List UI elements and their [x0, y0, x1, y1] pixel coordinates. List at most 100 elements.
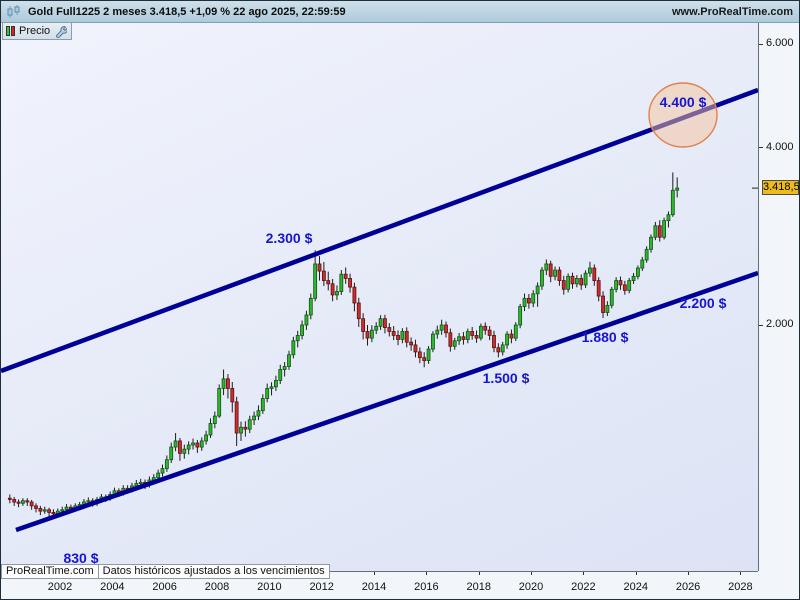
x-axis-label: 2026	[675, 581, 701, 593]
price-annotation[interactable]: 1.880 $	[582, 329, 629, 345]
candle	[374, 325, 379, 331]
x-axis-tick	[374, 572, 376, 575]
candle	[535, 285, 540, 295]
candle	[492, 335, 496, 349]
titlebar: Gold Full1225 2 meses 3.418,5 +1,09 % 22…	[1, 1, 799, 23]
candlestick-icon	[6, 4, 22, 19]
candle	[273, 379, 278, 388]
candle	[252, 415, 256, 421]
x-axis-label: 2010	[257, 581, 282, 593]
x-axis-label: 2006	[152, 581, 177, 593]
candle	[461, 336, 466, 340]
wrench-icon[interactable]	[54, 25, 68, 38]
price-chart[interactable]: 830 $ 1.500 $ 1.880 $ 2.200 $ 2.300 $ 4.400 $	[1, 23, 758, 571]
candle	[614, 280, 619, 290]
candle	[465, 331, 470, 340]
candle	[68, 506, 73, 509]
footer-adjustment-note: Datos históricos ajustados a los vencimi…	[98, 564, 330, 579]
x-axis-label: 2022	[571, 581, 596, 593]
candles	[7, 172, 680, 518]
candle	[326, 280, 331, 285]
candle	[657, 225, 662, 238]
y-axis-label: 4.000	[766, 140, 794, 153]
candle	[16, 501, 21, 504]
x-axis-tick	[740, 572, 742, 575]
channel-upper-line[interactable]	[1, 87, 758, 374]
candle	[365, 331, 370, 339]
candle	[417, 351, 422, 359]
candle	[256, 410, 261, 417]
candle	[457, 336, 461, 342]
x-axis-tick	[531, 572, 533, 575]
candle	[553, 269, 557, 277]
tab-precio[interactable]: Precio	[2, 23, 73, 40]
last-price-badge: 3.418,5	[762, 180, 800, 196]
candle	[439, 324, 444, 331]
candle	[640, 259, 645, 269]
y-axis-tick	[759, 324, 763, 326]
candle	[383, 318, 387, 328]
candle	[435, 329, 440, 335]
candle	[409, 341, 414, 346]
candle	[239, 426, 243, 434]
price-annotation[interactable]: 2.200 $	[680, 295, 727, 311]
candle	[496, 347, 501, 353]
price-annotation[interactable]: 1.500 $	[483, 370, 530, 386]
candle	[531, 293, 536, 304]
x-axis-label: 2016	[414, 581, 439, 593]
y-axis-tick	[759, 147, 763, 149]
candle	[396, 335, 400, 340]
candle	[444, 324, 448, 334]
candle	[186, 444, 191, 450]
candle	[479, 325, 483, 339]
candle	[452, 340, 457, 347]
y-axis-label: 6.000	[766, 37, 794, 50]
candle	[178, 440, 182, 454]
candle	[282, 366, 287, 370]
candle	[226, 378, 230, 389]
candle	[34, 505, 38, 509]
candle	[308, 297, 313, 316]
candle	[195, 442, 200, 448]
price-annotation[interactable]: 830 $	[63, 550, 98, 566]
x-axis-label: 2024	[623, 581, 648, 593]
data-source-notes: ProRealTime.com Datos históricos ajustad…	[1, 564, 330, 579]
candle	[574, 278, 579, 285]
candle	[343, 273, 348, 279]
candle	[601, 295, 605, 313]
y-axis[interactable]: 3.418,5 6.000 4.000 2.000	[758, 23, 800, 571]
candle	[221, 378, 226, 389]
candle	[356, 302, 361, 320]
price-annotation[interactable]: 2.300 $	[266, 230, 313, 246]
candle	[526, 297, 531, 304]
candle	[21, 500, 25, 504]
candle	[278, 369, 283, 381]
candle	[653, 225, 658, 238]
candle	[335, 291, 339, 296]
candle	[348, 278, 352, 288]
candle	[42, 509, 47, 512]
price-annotation[interactable]: 4.400 $	[660, 94, 707, 110]
candle	[518, 306, 523, 326]
candle	[644, 248, 649, 261]
candle	[487, 329, 492, 336]
candle	[243, 426, 248, 430]
candle	[234, 401, 239, 434]
candle	[404, 331, 409, 343]
y-axis-label: 2.000	[766, 318, 794, 330]
forecast-circle[interactable]	[648, 82, 718, 148]
candle	[540, 269, 544, 287]
candle	[662, 220, 666, 238]
candle	[544, 263, 549, 271]
channel-lower-line[interactable]	[15, 270, 758, 533]
candle	[265, 388, 270, 399]
candle	[426, 348, 431, 361]
x-axis-label: 2020	[518, 581, 544, 593]
candle	[12, 499, 17, 503]
x-axis-label: 2002	[47, 581, 73, 593]
candle	[400, 331, 405, 340]
candle	[64, 506, 69, 511]
x-axis-tick	[635, 572, 637, 575]
candle	[391, 331, 396, 336]
website-link[interactable]: www.ProRealTime.com	[671, 5, 793, 18]
